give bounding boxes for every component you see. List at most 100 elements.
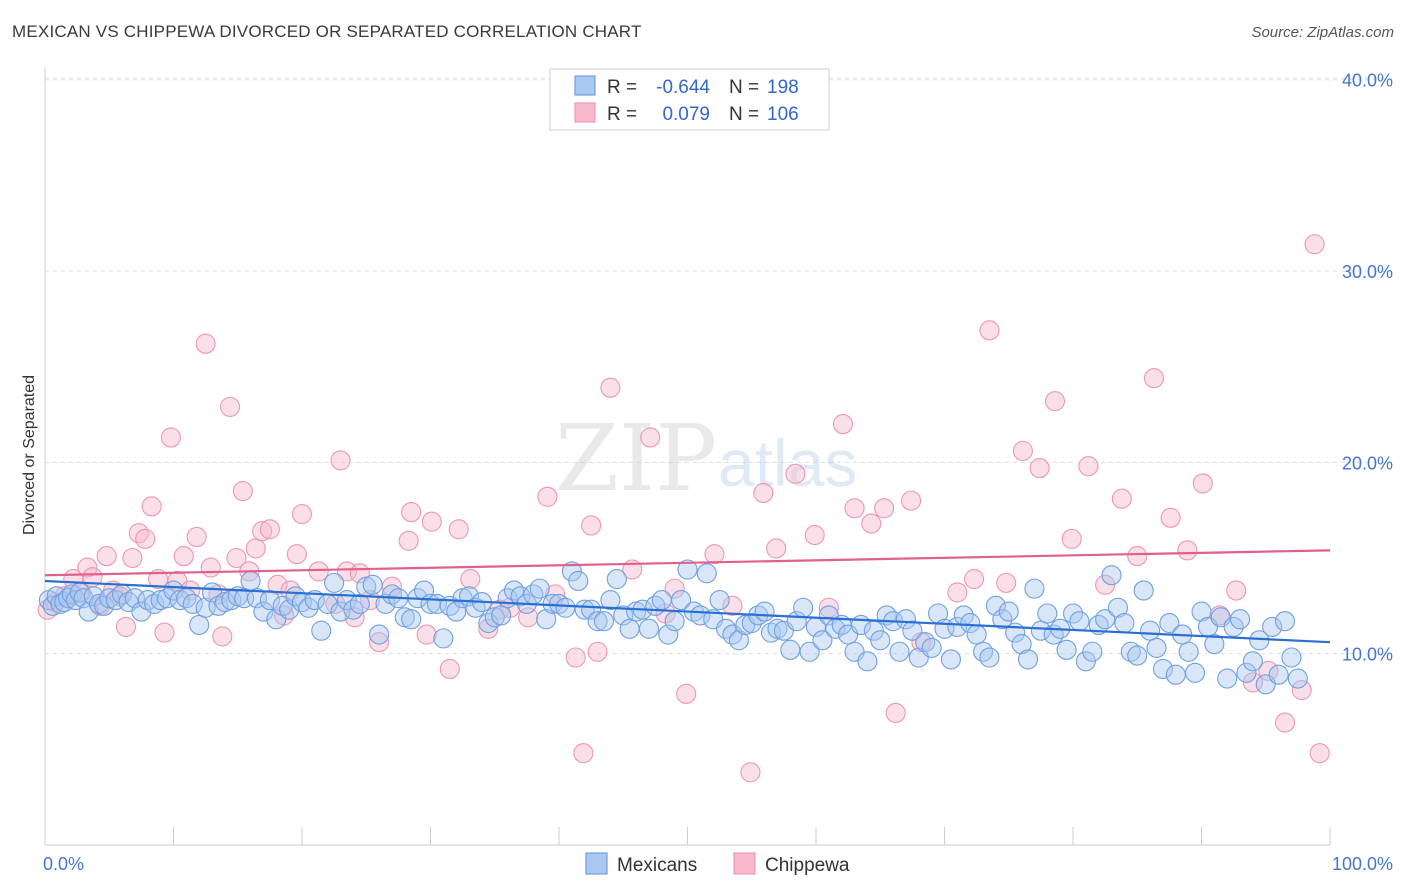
chippewa-point: [200, 557, 221, 578]
mexicans-point: [1127, 645, 1148, 666]
mexicans-point: [285, 586, 306, 607]
mexicans-point: [799, 641, 820, 662]
x-tick-label-min: 0.0%: [43, 854, 84, 874]
chippewa-point: [186, 526, 207, 548]
chippewa-point: [996, 572, 1017, 593]
mexicans-point: [972, 641, 994, 662]
mexicans-point: [728, 630, 749, 651]
mexicans-point: [1159, 613, 1180, 634]
mexicans-point: [812, 630, 833, 651]
mexicans-point: [1242, 651, 1263, 672]
mexicans-point: [651, 590, 672, 611]
mexicans-point: [889, 641, 910, 662]
chippewa-point: [401, 502, 422, 523]
chippewa-point: [252, 521, 273, 542]
mexicans-point: [915, 632, 936, 653]
chippewa-point: [286, 544, 307, 565]
chippewa-point: [1012, 440, 1033, 461]
stats-legend-box: [549, 68, 830, 131]
chippewa-point: [804, 525, 825, 546]
legend-n-label-chippewa: N =: [729, 104, 759, 125]
legend-n-label-mexicans: N =: [729, 77, 759, 98]
mexicans-point: [1024, 578, 1045, 599]
chippewa-point: [1029, 458, 1050, 479]
chippewa-point: [1192, 473, 1213, 494]
y-tick-label: 20.0%: [1342, 453, 1393, 473]
mexicans-point: [568, 570, 589, 592]
mexicans-point: [246, 588, 268, 609]
mexicans-point: [690, 605, 711, 626]
chippewa-point: [1177, 540, 1198, 561]
chippewa-point: [460, 569, 481, 590]
mexicans-point: [1114, 613, 1135, 634]
mexicans-point: [574, 599, 595, 620]
mexicans-point: [362, 574, 383, 595]
mexicans-point: [1107, 597, 1129, 618]
mexicans-point: [195, 597, 216, 618]
chippewa-point: [173, 546, 194, 567]
mexicans-point: [1230, 609, 1251, 630]
chippewa-point: [676, 683, 697, 704]
chippewa-point: [885, 702, 906, 724]
chippewa-point: [330, 450, 351, 471]
chippewa-point: [1309, 743, 1330, 764]
mexicans-point: [1120, 641, 1141, 662]
chippewa-point: [1304, 234, 1325, 255]
chippewa-point: [861, 513, 882, 534]
chippewa-point: [722, 595, 743, 616]
chippewa-point: [581, 515, 602, 536]
mexicans-point: [960, 613, 981, 634]
mexicans-point: [1056, 639, 1077, 660]
chippewa-point: [1258, 660, 1279, 681]
mexicans-point: [1236, 662, 1257, 683]
mexicans-point: [671, 590, 692, 611]
mexicans-point: [966, 624, 987, 645]
chippewa-points: [37, 234, 1330, 783]
chippewa-point: [259, 519, 280, 540]
mexicans-point: [78, 601, 99, 622]
mexicans-point: [1152, 658, 1173, 680]
chippewa-point: [232, 480, 253, 502]
mexicans-point: [1140, 620, 1161, 641]
mexicans-point: [581, 599, 602, 620]
mexicans-point: [124, 588, 145, 609]
chippewa-point: [135, 528, 156, 549]
mexicans-point: [638, 618, 660, 639]
chippewa-point: [212, 626, 233, 647]
mexicans-point: [343, 599, 364, 620]
chippewa-point: [421, 511, 442, 532]
mexicans-point: [465, 597, 486, 618]
legend-n-value-chippewa: 106: [767, 104, 799, 125]
mexicans-point: [1268, 664, 1289, 685]
watermark: ZIP atlas: [555, 405, 857, 512]
mexicans-point: [369, 624, 390, 645]
watermark-zip: ZIP: [555, 405, 717, 512]
chippewa-point: [704, 544, 725, 565]
mexicans-point: [433, 628, 454, 649]
chippewa-point: [844, 498, 865, 519]
chippewa-point: [664, 578, 685, 599]
mexicans-point: [58, 588, 79, 609]
mexicans-point: [1274, 611, 1296, 632]
legend-r-label-mexicans: R =: [607, 77, 637, 98]
chippewa-point: [874, 498, 895, 519]
mexicans-point: [401, 609, 422, 630]
chippewa-point: [398, 530, 419, 551]
x-tick-label-max: 100.0%: [1332, 854, 1393, 874]
mexicans-point: [1095, 609, 1116, 630]
mexicans-point: [208, 595, 229, 616]
bottom-legend: Mexicans Chippewa: [585, 852, 850, 876]
mexicans-point: [715, 618, 737, 639]
y-tick-label: 40.0%: [1342, 71, 1393, 91]
chippewa-point: [1078, 456, 1099, 477]
chippewa-point: [1127, 546, 1148, 567]
mexicans-point: [1287, 668, 1308, 689]
mexicans-point: [503, 580, 525, 601]
chippewa-point: [640, 427, 661, 448]
chippewa-point: [478, 618, 499, 639]
mexicans-point: [587, 611, 608, 632]
y-axis-title: Divorced or Separated: [21, 375, 38, 535]
mexicans-point: [979, 647, 1000, 668]
mexicans-point: [613, 605, 634, 626]
